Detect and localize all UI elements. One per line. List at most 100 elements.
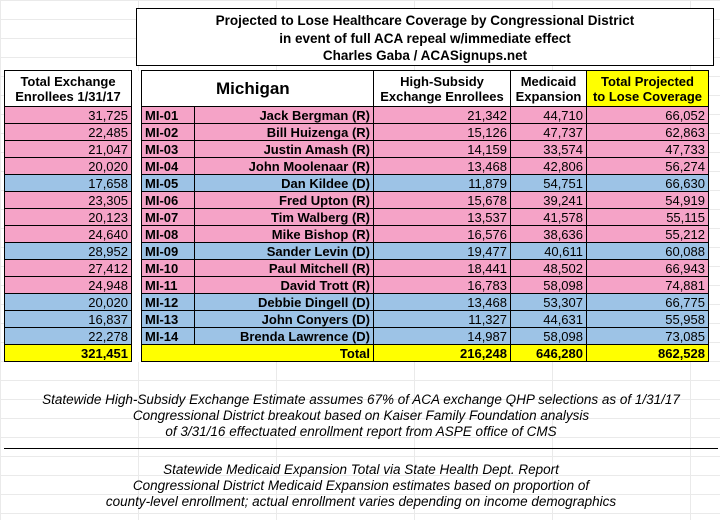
total-cell: 66,630 [586, 174, 709, 192]
gap-cell [131, 344, 142, 362]
gap-cell [131, 123, 142, 141]
enrollees-cell: 16,837 [4, 310, 132, 328]
representative-cell: John Moolenaar (R) [193, 157, 375, 175]
total-cell: 66,775 [586, 293, 709, 311]
total-cell: 66,052 [586, 106, 709, 124]
total-cell: 55,115 [586, 208, 709, 226]
district-cell: MI-03 [141, 140, 195, 158]
table-row[interactable]: 20,020 MI-04 John Moolenaar (R) 13,468 42,80… [4, 157, 709, 175]
medicaid-cell: 48,502 [510, 259, 587, 277]
gap-cell [131, 293, 142, 311]
medicaid-cell: 42,806 [510, 157, 587, 175]
district-cell: MI-02 [141, 123, 195, 141]
representative-cell: David Trott (R) [193, 276, 375, 294]
representative-cell: Brenda Lawrence (D) [193, 327, 375, 345]
total-subsidy: 216,248 [373, 344, 511, 362]
representative-cell: Jack Bergman (R) [193, 106, 375, 124]
gap-cell [131, 276, 142, 294]
representative-cell: Tim Walberg (R) [193, 208, 375, 226]
total-cell: 55,212 [586, 225, 709, 243]
medicaid-cell: 41,578 [510, 208, 587, 226]
subsidy-cell: 13,537 [373, 208, 511, 226]
enrollees-cell: 21,047 [4, 140, 132, 158]
header-medicaid[interactable]: Medicaid Expansion [510, 70, 587, 107]
note-line: Statewide High-Subsidy Exchange Estimate… [42, 392, 680, 407]
representative-cell: Fred Upton (R) [193, 191, 375, 209]
district-cell: MI-10 [141, 259, 195, 277]
table-row[interactable]: 23,305 MI-06 Fred Upton (R) 15,678 39,241 54,… [4, 191, 709, 209]
medicaid-cell: 54,751 [510, 174, 587, 192]
title-box: Projected to Lose Healthcare Coverage by… [136, 8, 714, 66]
medicaid-cell: 44,710 [510, 106, 587, 124]
gap-cell [131, 70, 142, 107]
enrollees-cell: 20,020 [4, 293, 132, 311]
total-projected: 862,528 [586, 344, 709, 362]
header-state[interactable]: Michigan [141, 70, 374, 107]
district-cell: MI-06 [141, 191, 195, 209]
gap-cell [131, 174, 142, 192]
subsidy-cell: 18,441 [373, 259, 511, 277]
enrollees-cell: 20,020 [4, 157, 132, 175]
district-cell: MI-09 [141, 242, 195, 260]
gap-cell [131, 242, 142, 260]
table-row[interactable]: 22,278 MI-14 Brenda Lawrence (D) 14,987 58,0… [4, 327, 709, 345]
notes-exchange: Statewide High-Subsidy Exchange Estimate… [4, 392, 718, 449]
table-row[interactable]: 17,658 MI-05 Dan Kildee (D) 11,879 54,751 66,… [4, 174, 709, 192]
medicaid-cell: 39,241 [510, 191, 587, 209]
representative-cell: Justin Amash (R) [193, 140, 375, 158]
table-row[interactable]: 31,725 MI-01 Jack Bergman (R) 21,342 44,710 6… [4, 106, 709, 124]
header-total-enrollees[interactable]: Total Exchange Enrollees 1/31/17 [4, 70, 132, 107]
enrollees-cell: 22,278 [4, 327, 132, 345]
medicaid-cell: 33,574 [510, 140, 587, 158]
table-row[interactable]: 22,485 MI-02 Bill Huizenga (R) 15,126 47,737… [4, 123, 709, 141]
table-row[interactable]: 21,047 MI-03 Justin Amash (R) 14,159 33,574 4… [4, 140, 709, 158]
gap-cell [131, 106, 142, 124]
subsidy-cell: 13,468 [373, 157, 511, 175]
medicaid-cell: 53,307 [510, 293, 587, 311]
header-high-subsidy[interactable]: High-Subsidy Exchange Enrollees [373, 70, 511, 107]
total-enrollees: 321,451 [4, 344, 132, 362]
table-body: 31,725 MI-01 Jack Bergman (R) 21,342 44,710 6… [4, 106, 709, 345]
district-cell: MI-05 [141, 174, 195, 192]
representative-cell: John Conyers (D) [193, 310, 375, 328]
total-cell: 74,881 [586, 276, 709, 294]
total-label: Total [141, 344, 374, 362]
subsidy-cell: 21,342 [373, 106, 511, 124]
table-row[interactable]: 24,640 MI-08 Mike Bishop (R) 16,576 38,636 55… [4, 225, 709, 243]
table-row[interactable]: 27,412 MI-10 Paul Mitchell (R) 18,441 48,502… [4, 259, 709, 277]
table-row[interactable]: 24,948 MI-11 David Trott (R) 16,783 58,098 74… [4, 276, 709, 294]
enrollees-cell: 28,952 [4, 242, 132, 260]
gap-cell [131, 157, 142, 175]
total-cell: 66,943 [586, 259, 709, 277]
subsidy-cell: 19,477 [373, 242, 511, 260]
enrollees-cell: 24,640 [4, 225, 132, 243]
district-cell: MI-07 [141, 208, 195, 226]
enrollees-cell: 24,948 [4, 276, 132, 294]
subsidy-cell: 11,879 [373, 174, 511, 192]
table-row[interactable]: 16,837 MI-13 John Conyers (D) 11,327 44,631 5… [4, 310, 709, 328]
header-total-projected[interactable]: Total Projected to Lose Coverage [586, 70, 709, 107]
note-line: county-level enrollment; actual enrollme… [105, 494, 617, 509]
district-cell: MI-11 [141, 276, 195, 294]
total-cell: 54,919 [586, 191, 709, 209]
notes-medicaid: Statewide Medicaid Expansion Total via S… [4, 462, 718, 518]
table-row[interactable]: 20,020 MI-12 Debbie Dingell (D) 13,468 53,30… [4, 293, 709, 311]
table-row[interactable]: 28,952 MI-09 Sander Levin (D) 19,477 40,611 6… [4, 242, 709, 260]
note-line: Congressional District breakout based on… [132, 408, 590, 423]
subsidy-cell: 14,987 [373, 327, 511, 345]
gap-cell [131, 191, 142, 209]
subsidy-cell: 16,783 [373, 276, 511, 294]
representative-cell: Bill Huizenga (R) [193, 123, 375, 141]
representative-cell: Mike Bishop (R) [193, 225, 375, 243]
gap-cell [131, 310, 142, 328]
representative-cell: Sander Levin (D) [193, 242, 375, 260]
enrollees-cell: 22,485 [4, 123, 132, 141]
note-line: of 3/31/16 effectuated enrollment report… [165, 424, 557, 439]
district-cell: MI-08 [141, 225, 195, 243]
totals-row[interactable]: 321,451 Total 216,248 646,280 862,528 [4, 344, 709, 362]
enrollees-cell: 23,305 [4, 191, 132, 209]
total-cell: 56,274 [586, 157, 709, 175]
district-cell: MI-04 [141, 157, 195, 175]
table-row[interactable]: 20,123 MI-07 Tim Walberg (R) 13,537 41,578 55… [4, 208, 709, 226]
total-cell: 73,085 [586, 327, 709, 345]
